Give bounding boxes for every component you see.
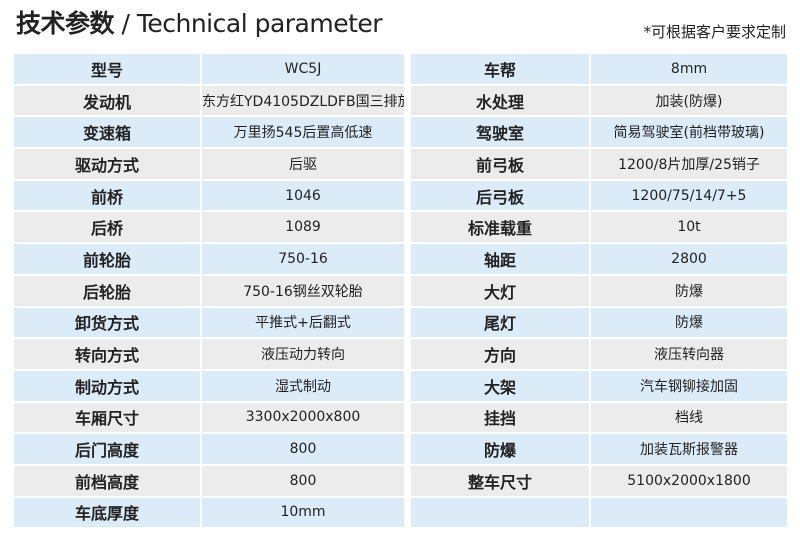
customization-note: *可根据客户要求定制 xyxy=(643,23,786,41)
param-name: 大架 xyxy=(411,370,589,401)
param-value: 加装瓦斯报警器 xyxy=(591,434,787,464)
table-row: 转向方式 液压动力转向 xyxy=(14,339,404,369)
param-name: 前弓板 xyxy=(411,149,589,179)
param-name: 前轮胎 xyxy=(14,244,200,274)
table-row: 后轮胎 750-16钢丝双轮胎 xyxy=(14,275,404,306)
table-row: 变速箱 万里扬545后置高低速 xyxy=(14,117,404,148)
param-value: WC5J xyxy=(202,54,404,84)
table-row: 整车尺寸 5100x2000x1800 xyxy=(411,465,787,496)
param-value: 750-16 xyxy=(202,244,404,274)
table-row: 型号 WC5J xyxy=(14,54,404,84)
param-name: 防爆 xyxy=(411,434,589,464)
param-name: 后轮胎 xyxy=(14,275,200,306)
table-row: 车底厚度 10mm xyxy=(14,497,404,528)
param-value: 1046 xyxy=(202,180,404,211)
param-value: 防爆 xyxy=(591,275,787,306)
param-name: 车底厚度 xyxy=(14,497,200,528)
title-en: Technical parameter xyxy=(136,9,383,38)
page-title: 技术参数 / Technical parameter xyxy=(16,4,383,40)
table-row: 车帮 8mm xyxy=(411,54,787,84)
param-name: 挂挡 xyxy=(411,402,589,433)
param-value: 后驱 xyxy=(202,149,404,179)
param-name: 车帮 xyxy=(411,54,589,84)
param-name: 前桥 xyxy=(14,180,200,211)
param-value: 档线 xyxy=(591,402,787,433)
param-name: 发动机 xyxy=(14,85,200,116)
param-value: 湿式制动 xyxy=(202,370,404,401)
param-value: 1200/75/14/7+5 xyxy=(591,180,787,211)
param-value xyxy=(591,497,787,528)
table-row: 水处理 加装(防爆) xyxy=(411,85,787,116)
param-value: 东方红YD4105DZLDFB国三排放 xyxy=(202,85,404,116)
param-value: 750-16钢丝双轮胎 xyxy=(202,275,404,306)
param-name: 后弓板 xyxy=(411,180,589,211)
param-value: 10t xyxy=(591,212,787,243)
param-name: 尾灯 xyxy=(411,307,589,338)
param-value: 1200/8片加厚/25销子 xyxy=(591,149,787,179)
param-value: 800 xyxy=(202,465,404,496)
spec-table-right: 车帮 8mm 水处理 加装(防爆) 驾驶室 简易驾驶室(前档带玻璃) 前弓板 1200/8片加… xyxy=(409,52,789,529)
table-row: 驱动方式 后驱 xyxy=(14,149,404,179)
param-value: 液压动力转向 xyxy=(202,339,404,369)
table-row: 前轮胎 750-16 xyxy=(14,244,404,274)
table-row: 标准载重 10t xyxy=(411,212,787,243)
table-row: 后弓板 1200/75/14/7+5 xyxy=(411,180,787,211)
param-name: 型号 xyxy=(14,54,200,84)
table-row: 大架 汽车钢铆接加固 xyxy=(411,370,787,401)
table-row: 车厢尺寸 3300x2000x800 xyxy=(14,402,404,433)
table-row: 卸货方式 平推式+后翻式 xyxy=(14,307,404,338)
param-name: 方向 xyxy=(411,339,589,369)
param-value: 汽车钢铆接加固 xyxy=(591,370,787,401)
param-name: 大灯 xyxy=(411,275,589,306)
table-row: 前弓板 1200/8片加厚/25销子 xyxy=(411,149,787,179)
table-row: 后桥 1089 xyxy=(14,212,404,243)
table-row: 方向 液压转向器 xyxy=(411,339,787,369)
table-row: 前档高度 800 xyxy=(14,465,404,496)
table-row: 后门高度 800 xyxy=(14,434,404,464)
table-row: 制动方式 湿式制动 xyxy=(14,370,404,401)
param-name: 水处理 xyxy=(411,85,589,116)
param-value: 简易驾驶室(前档带玻璃) xyxy=(591,117,787,148)
param-value: 8mm xyxy=(591,54,787,84)
param-name: 后桥 xyxy=(14,212,200,243)
table-row: 大灯 防爆 xyxy=(411,275,787,306)
title-separator: / xyxy=(114,9,137,38)
param-name: 前档高度 xyxy=(14,465,200,496)
table-row: 驾驶室 简易驾驶室(前档带玻璃) xyxy=(411,117,787,148)
table-row: 防爆 加装瓦斯报警器 xyxy=(411,434,787,464)
param-name: 驱动方式 xyxy=(14,149,200,179)
param-name: 标准载重 xyxy=(411,212,589,243)
param-value: 液压转向器 xyxy=(591,339,787,369)
param-name: 整车尺寸 xyxy=(411,465,589,496)
param-value: 800 xyxy=(202,434,404,464)
param-value: 10mm xyxy=(202,497,404,528)
param-value: 3300x2000x800 xyxy=(202,402,404,433)
param-name: 转向方式 xyxy=(14,339,200,369)
param-name: 后门高度 xyxy=(14,434,200,464)
param-name: 变速箱 xyxy=(14,117,200,148)
table-row: 挂挡 档线 xyxy=(411,402,787,433)
param-value: 5100x2000x1800 xyxy=(591,465,787,496)
table-row: 尾灯 防爆 xyxy=(411,307,787,338)
table-row: 发动机 东方红YD4105DZLDFB国三排放 xyxy=(14,85,404,116)
table-row: 前桥 1046 xyxy=(14,180,404,211)
param-name: 卸货方式 xyxy=(14,307,200,338)
spec-table-left: 型号 WC5J 发动机 东方红YD4105DZLDFB国三排放 变速箱 万里扬545后置高… xyxy=(12,52,406,529)
table-row xyxy=(411,497,787,528)
param-name: 驾驶室 xyxy=(411,117,589,148)
param-value: 平推式+后翻式 xyxy=(202,307,404,338)
param-value: 2800 xyxy=(591,244,787,274)
param-value: 万里扬545后置高低速 xyxy=(202,117,404,148)
param-value: 1089 xyxy=(202,212,404,243)
param-name: 轴距 xyxy=(411,244,589,274)
param-name: 车厢尺寸 xyxy=(14,402,200,433)
param-name xyxy=(411,497,589,528)
title-cn: 技术参数 xyxy=(16,9,115,38)
param-value: 加装(防爆) xyxy=(591,85,787,116)
param-name: 制动方式 xyxy=(14,370,200,401)
table-row: 轴距 2800 xyxy=(411,244,787,274)
param-value: 防爆 xyxy=(591,307,787,338)
